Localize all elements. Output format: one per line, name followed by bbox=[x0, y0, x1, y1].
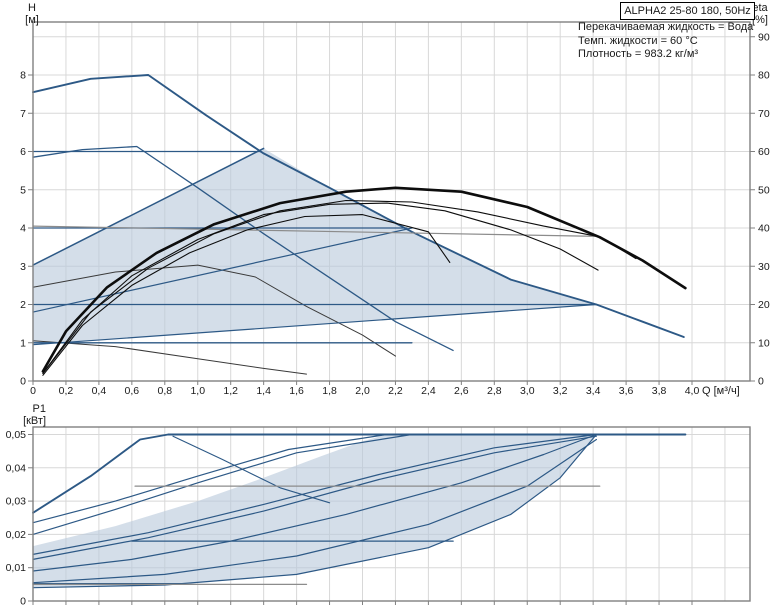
eta-axis-label: eta [%] bbox=[746, 2, 774, 26]
x-tick-label: 1,0 bbox=[190, 385, 205, 397]
y-tick-label: 6 bbox=[20, 146, 26, 158]
fluid-info-block: Перекачиваемая жидкость = Вода Темп. жид… bbox=[578, 21, 753, 62]
region-power-operating-range bbox=[33, 434, 597, 588]
series-p1-pp3a bbox=[32, 433, 598, 556]
series-p1-speed2a bbox=[32, 433, 413, 536]
series-p1-low1 bbox=[32, 433, 598, 572]
x-tick-label: 0 bbox=[30, 385, 36, 397]
h-axis-name: H bbox=[28, 2, 36, 14]
y-tick-label: 0,04 bbox=[6, 462, 27, 474]
x-tick-label: 1,6 bbox=[289, 385, 304, 397]
y-tick-label: 0 bbox=[20, 376, 26, 388]
series-pp-lower bbox=[32, 303, 598, 346]
eta-tick-label: 40 bbox=[758, 223, 770, 235]
eta-tick-label: 0 bbox=[758, 376, 764, 388]
x-tick-label: 1,2 bbox=[223, 385, 238, 397]
y-tick-label: 0,03 bbox=[6, 496, 27, 508]
y-tick-label: 7 bbox=[20, 108, 26, 120]
series-p1-descending bbox=[172, 435, 331, 504]
eta-tick-label: 30 bbox=[758, 261, 770, 273]
y-tick-label: 5 bbox=[20, 184, 26, 196]
series-eta-4 bbox=[42, 214, 451, 376]
q-axis-label: Q [м³/ч] bbox=[702, 385, 740, 397]
series-eta-3 bbox=[42, 199, 637, 374]
series-qh-speed2 bbox=[32, 145, 454, 352]
series-p1-pp3b bbox=[32, 435, 598, 561]
x-tick-label: 0,8 bbox=[157, 385, 172, 397]
eta-tick-label: 60 bbox=[758, 146, 770, 158]
plot-border-p1 bbox=[32, 426, 751, 602]
series-eta-2 bbox=[42, 202, 599, 374]
x-tick-label: 2,2 bbox=[388, 385, 403, 397]
eta-tick-label: 70 bbox=[758, 108, 770, 120]
x-tick-label: 2,6 bbox=[454, 385, 469, 397]
x-tick-label: 3,4 bbox=[586, 385, 601, 397]
y-tick-label: 3 bbox=[20, 261, 26, 273]
info-fluid: Перекачиваемая жидкость = Вода bbox=[578, 21, 754, 33]
y-tick-label: 8 bbox=[20, 70, 26, 82]
p1-axis-unit: [кВт] bbox=[23, 415, 46, 427]
series-qh-night-setback bbox=[32, 340, 307, 375]
info-density: Плотность = 983.2 кг/м³ bbox=[578, 48, 699, 60]
y-tick-label: 0,01 bbox=[6, 562, 27, 574]
eta-axis-name: eta bbox=[752, 2, 768, 14]
pump-model-title: ALPHA2 25-80 180, 50Hz bbox=[620, 2, 755, 20]
x-tick-label: 3,2 bbox=[553, 385, 568, 397]
series-p1-low2 bbox=[32, 438, 598, 584]
eta-tick-label: 80 bbox=[758, 70, 770, 82]
x-tick-label: 3,0 bbox=[520, 385, 535, 397]
info-temperature: Темп. жидкости = 60 °C bbox=[578, 34, 698, 47]
x-tick-label: 1,4 bbox=[256, 385, 271, 397]
x-tick-label: 1,8 bbox=[322, 385, 337, 397]
x-tick-label: 0,2 bbox=[59, 385, 74, 397]
p1-axis-name: P1 bbox=[32, 403, 46, 415]
series-qh-speed1 bbox=[32, 264, 396, 357]
series-p1-speed2b bbox=[32, 433, 388, 524]
y-tick-label: 4 bbox=[20, 223, 26, 235]
region-operating-range bbox=[33, 148, 597, 345]
eta-axis-unit: [%] bbox=[752, 14, 768, 26]
eta-tick-label: 20 bbox=[758, 299, 770, 311]
series-p1-max-plateau bbox=[32, 433, 687, 514]
p1-axis-label: P1 [кВт] bbox=[2, 403, 46, 427]
x-tick-label: 3,8 bbox=[652, 385, 667, 397]
y-tick-label: 2 bbox=[20, 299, 26, 311]
x-tick-label: 2,4 bbox=[421, 385, 436, 397]
series-ref-line-gray bbox=[32, 225, 599, 237]
x-tick-label: 4,0 bbox=[685, 385, 700, 397]
x-tick-label: 0,6 bbox=[125, 385, 140, 397]
y-tick-label: 0 bbox=[20, 596, 26, 608]
y-tick-label: 1 bbox=[20, 337, 26, 349]
plot-border-qh bbox=[32, 21, 751, 382]
series-pp-upper bbox=[32, 147, 265, 266]
series-qh-max-speed bbox=[32, 74, 685, 338]
x-tick-label: 0,4 bbox=[92, 385, 107, 397]
x-tick-label: 2,0 bbox=[355, 385, 370, 397]
eta-tick-label: 50 bbox=[758, 184, 770, 196]
eta-tick-label: 90 bbox=[758, 31, 770, 43]
eta-tick-label: 10 bbox=[758, 337, 770, 349]
h-axis-unit: [м] bbox=[25, 14, 39, 26]
y-tick-label: 0,02 bbox=[6, 529, 27, 541]
y-tick-label: 0,05 bbox=[6, 429, 27, 441]
h-axis-label: H [м] bbox=[16, 2, 48, 26]
x-tick-label: 3,6 bbox=[619, 385, 634, 397]
x-tick-label: 2,8 bbox=[487, 385, 502, 397]
